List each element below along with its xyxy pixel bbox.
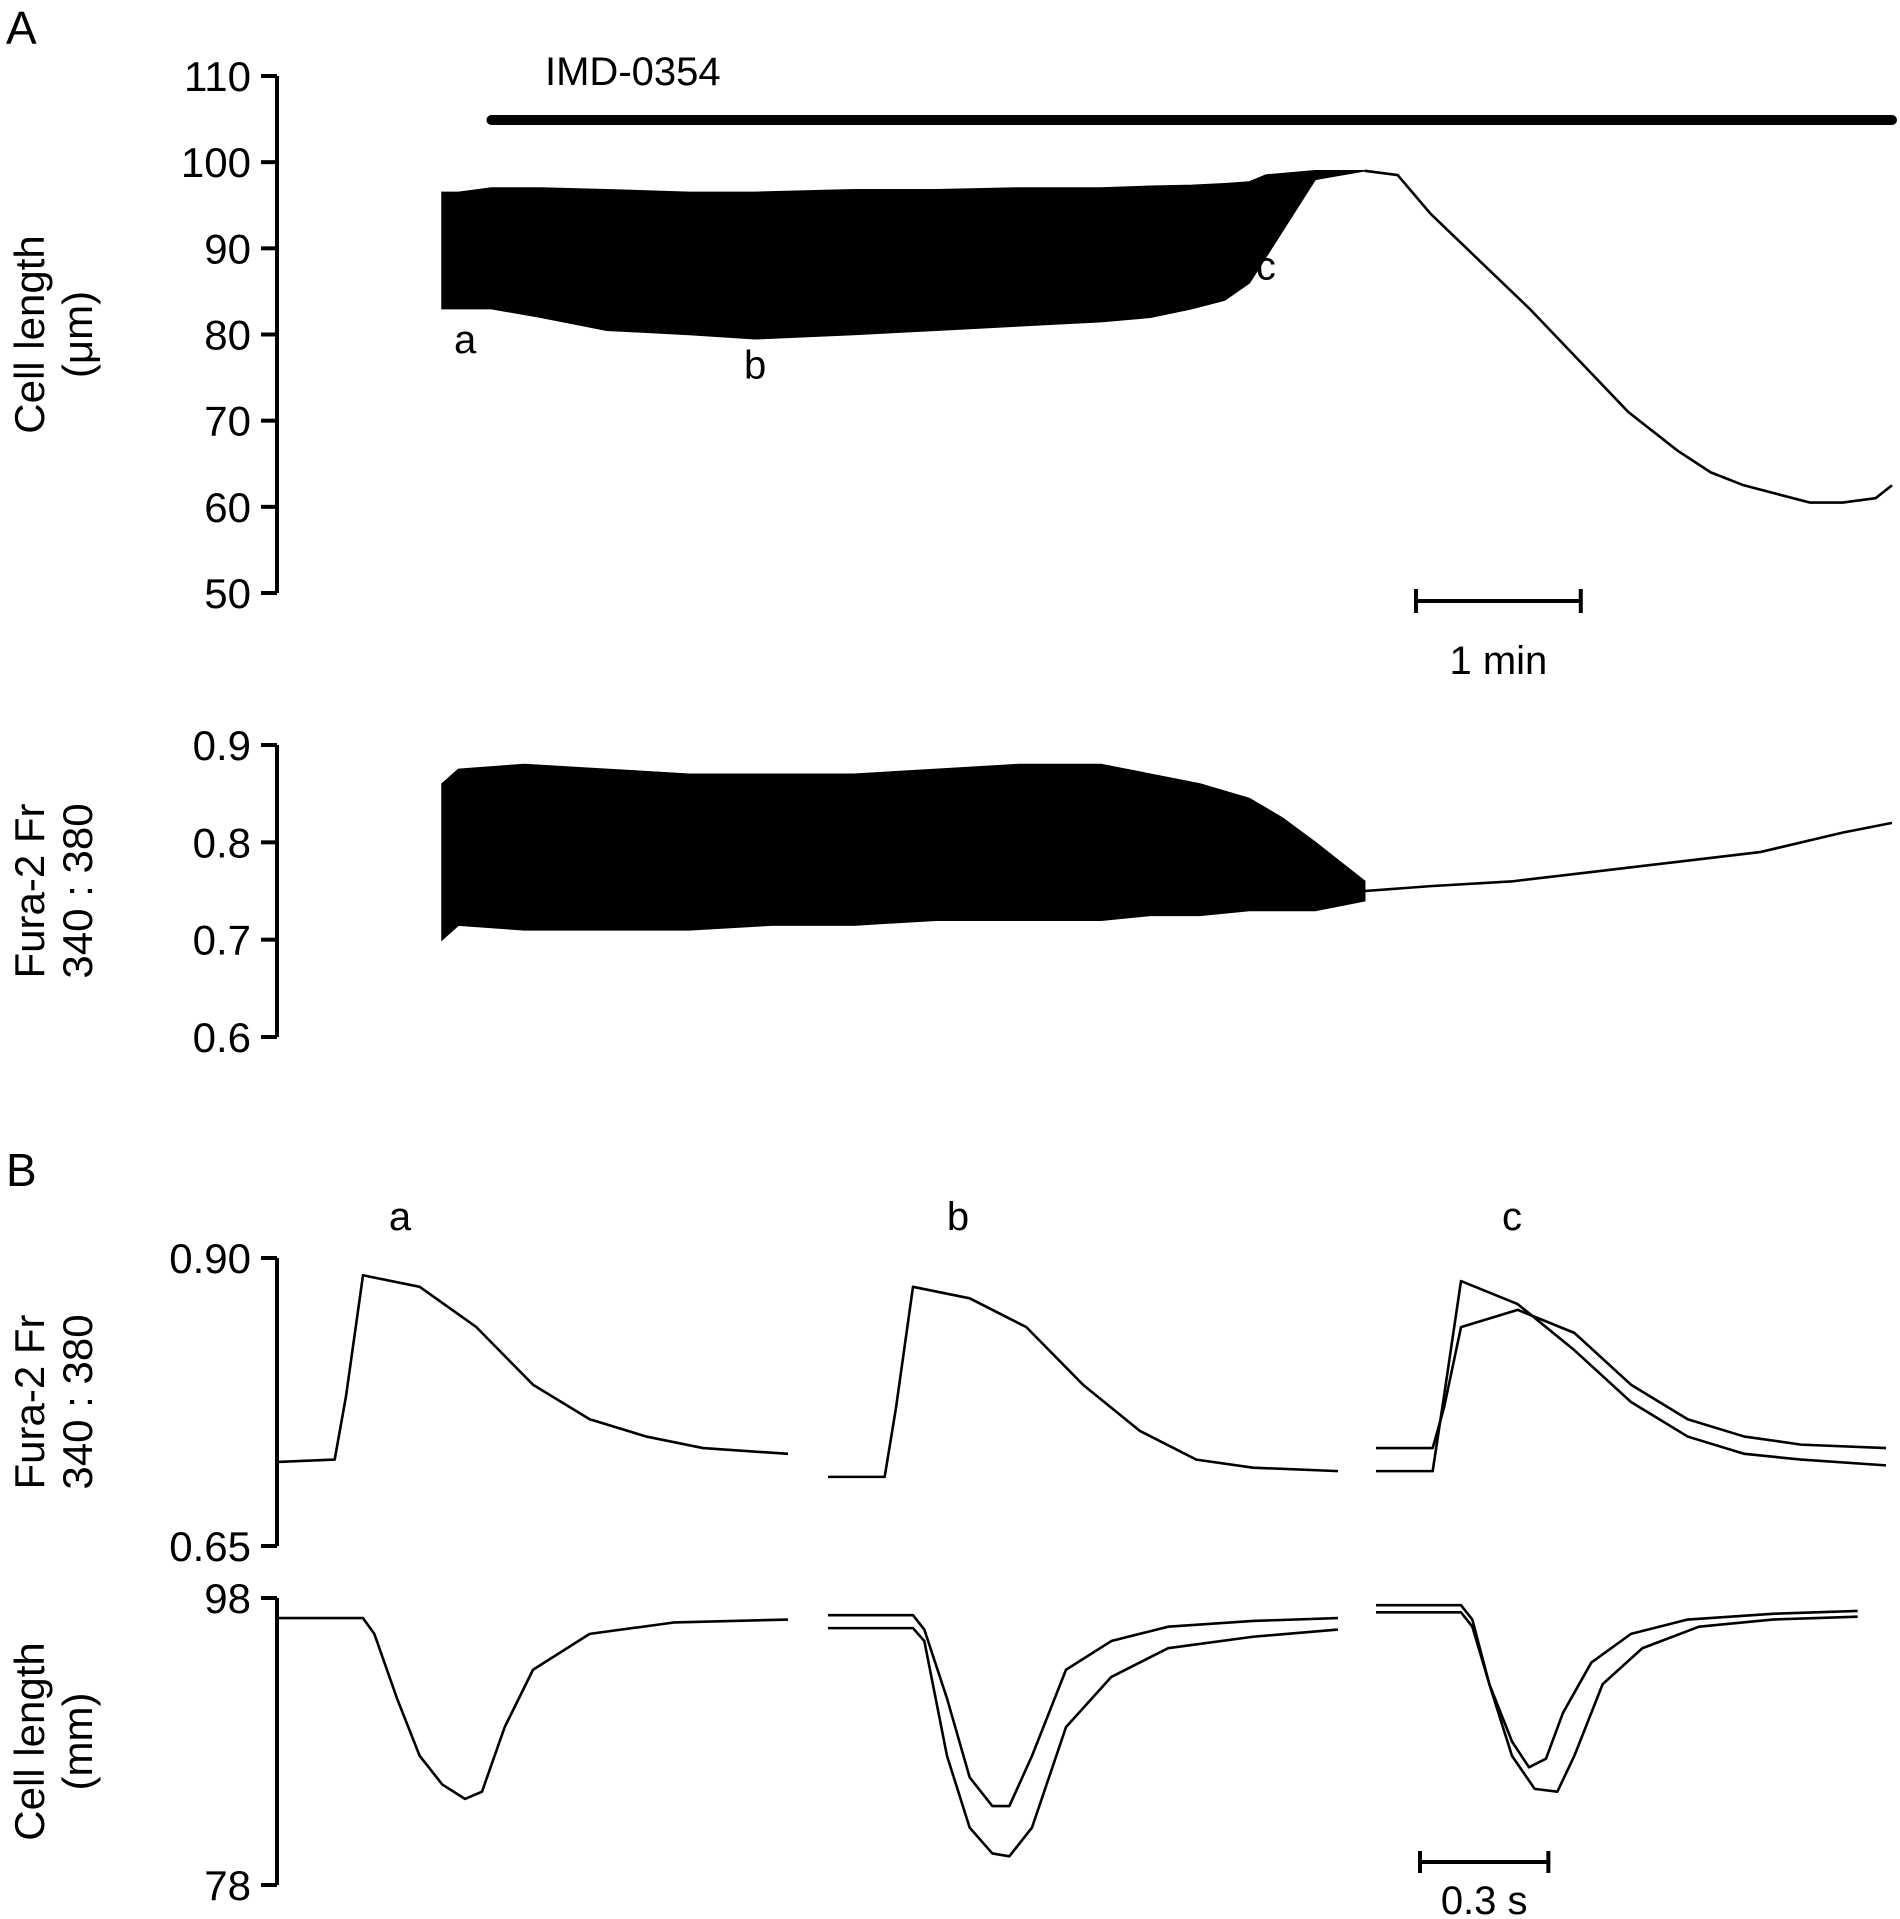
a-length-y-tick-label: 110	[184, 53, 251, 100]
drug-bar-label: IMD-0354	[545, 50, 721, 94]
a-fura-y-tick-label: 0.8	[193, 819, 251, 866]
b-length-sweep-trace	[1376, 1603, 1858, 1769]
a-fura-trace-envelope	[441, 763, 1366, 942]
b-fura-y-tick-label: 0.65	[169, 1523, 251, 1570]
b-fura-y-tick-label: 0.90	[169, 1235, 251, 1282]
panel-b-fura-ratio-chart: 0.65 0.90 Fura-2 Fr 340 : 380 a b c	[6, 1195, 1887, 1570]
time-point-label: a	[454, 318, 477, 362]
a-length-y-axis-title: (μm)	[54, 291, 101, 378]
a-length-trace-line	[1364, 169, 1893, 504]
b-length-y-axis-title: Cell length	[6, 1642, 53, 1840]
a-length-y-tick-label: 80	[204, 312, 251, 359]
a-length-y-tick-label: 90	[204, 225, 251, 272]
time-scale-bar-label: 0.3 s	[1441, 1879, 1528, 1919]
b-fura-y-axis-title: 340 : 380	[54, 1314, 101, 1489]
a-fura-y-tick-label: 0.9	[193, 722, 251, 769]
sweep-label: c	[1502, 1195, 1522, 1239]
a-fura-y-tick-label: 0.7	[193, 917, 251, 964]
b-length-sweep-trace	[278, 1616, 789, 1801]
a-fura-trace-line	[1364, 821, 1893, 893]
a-length-trace-envelope	[441, 170, 1365, 340]
a-fura-y-axis-title: 340 : 380	[54, 803, 101, 978]
a-fura-y-axis-title: Fura-2 Fr	[6, 803, 53, 978]
b-fura-sweep-trace	[828, 1285, 1339, 1479]
panel-a-fura-ratio-chart: 0.6 0.7 0.8 0.9 Fura-2 Fr 340 : 380	[6, 722, 1893, 1061]
panel-label-b: B	[6, 1144, 37, 1196]
time-scale-bar-label: 1 min	[1449, 639, 1547, 683]
b-fura-sweep-trace	[1376, 1279, 1887, 1473]
b-length-sweep-trace	[1376, 1611, 1858, 1794]
time-point-label: c	[1256, 245, 1276, 289]
panel-a-cell-length-chart: 50 60 70 80 90 100 110 Cell length (μm) IMD-0354 a…	[6, 50, 1897, 683]
a-length-y-tick-label: 50	[204, 570, 251, 617]
b-length-y-tick-label: 78	[204, 1862, 251, 1909]
time-point-label: b	[744, 344, 766, 388]
panel-b-cell-length-chart: 78 98 Cell length (mm) 0.3 s	[6, 1575, 1858, 1919]
a-length-y-tick-label: 60	[204, 484, 251, 531]
a-length-y-tick-label: 70	[204, 398, 251, 445]
a-fura-y-tick-label: 0.6	[193, 1014, 251, 1061]
sweep-label: a	[389, 1195, 412, 1239]
a-length-y-tick-label: 100	[181, 139, 251, 186]
panel-label-a: A	[6, 2, 37, 54]
b-length-y-axis-title: (mm)	[54, 1693, 101, 1791]
b-fura-y-axis-title: Fura-2 Fr	[6, 1314, 53, 1489]
b-length-sweep-trace	[828, 1613, 1339, 1808]
b-fura-sweep-trace	[277, 1273, 789, 1464]
b-length-sweep-trace	[828, 1626, 1339, 1858]
sweep-label: b	[947, 1195, 969, 1239]
a-length-y-axis-title: Cell length	[6, 235, 53, 433]
b-length-y-tick-label: 98	[204, 1575, 251, 1622]
